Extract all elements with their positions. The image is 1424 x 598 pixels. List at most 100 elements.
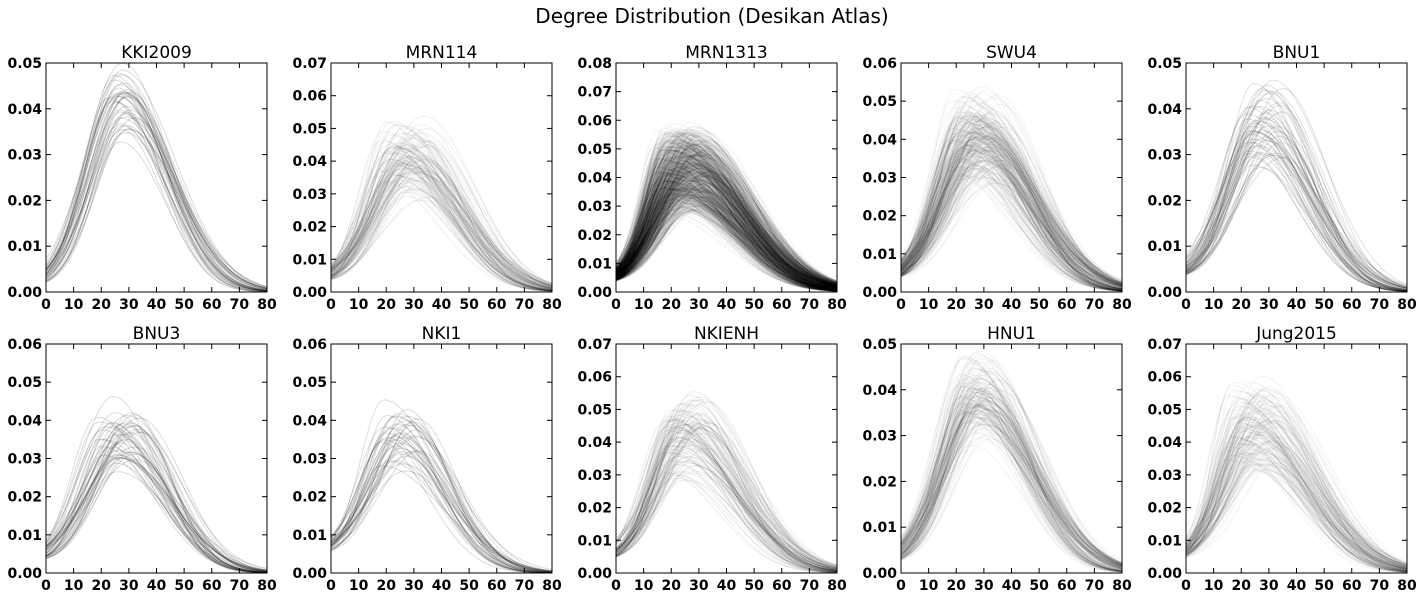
series-line xyxy=(616,213,837,292)
series-line xyxy=(331,195,552,292)
series-line xyxy=(616,196,837,288)
series-line xyxy=(616,148,837,292)
series-line xyxy=(331,157,552,288)
series-line xyxy=(616,147,837,285)
x-tick-label: 10 xyxy=(1204,297,1224,313)
series-line xyxy=(616,132,837,287)
x-tick-label: 50 xyxy=(744,578,764,594)
series-line xyxy=(901,176,1122,292)
series-line xyxy=(616,180,837,289)
series-line xyxy=(616,149,837,286)
series-line xyxy=(616,187,837,286)
series-line xyxy=(616,165,837,289)
series-line xyxy=(331,145,552,290)
series-line xyxy=(616,203,837,291)
series-line xyxy=(616,139,837,288)
series-line xyxy=(616,171,837,292)
series-line xyxy=(616,194,837,289)
series-line xyxy=(616,155,837,289)
series-line xyxy=(46,123,267,292)
series-line xyxy=(616,143,837,289)
series-line xyxy=(616,162,837,287)
series-line xyxy=(616,198,837,292)
series-line xyxy=(616,168,837,287)
series-line xyxy=(616,179,837,285)
series-line xyxy=(616,166,837,287)
series-line xyxy=(616,158,837,286)
subplot-5: BNU1 0 10 20 30 40 50 60 70 80 0.00 0.01 0.02 0.03 0.0… xyxy=(1147,43,1417,313)
series-line xyxy=(616,150,837,285)
y-tick-label: 0.04 xyxy=(1147,102,1182,118)
series-line xyxy=(616,193,837,291)
series-line xyxy=(331,172,552,291)
series-line xyxy=(616,170,837,291)
series-line xyxy=(616,154,837,283)
series-line xyxy=(616,140,837,290)
series-line xyxy=(616,147,837,286)
series-line xyxy=(616,146,837,283)
series-line xyxy=(616,179,837,289)
series-line xyxy=(616,136,837,289)
series-line xyxy=(616,171,837,292)
series-line xyxy=(616,131,837,291)
series-line xyxy=(616,148,837,286)
series-line xyxy=(616,149,837,283)
series-line xyxy=(616,199,837,288)
x-tick-label: 20 xyxy=(92,578,112,594)
x-tick-label: 0 xyxy=(896,297,906,313)
series-line xyxy=(616,206,837,287)
series-line xyxy=(331,125,552,287)
series-line xyxy=(331,174,552,292)
series-line xyxy=(616,200,837,292)
y-tick-label: 0.01 xyxy=(292,528,327,544)
series-line xyxy=(616,186,837,287)
series-line xyxy=(616,157,837,287)
series-line xyxy=(616,188,837,286)
series-line xyxy=(616,163,837,284)
series-line xyxy=(616,167,837,291)
series-line xyxy=(616,135,837,291)
series-line xyxy=(616,202,837,286)
series-line xyxy=(616,183,837,288)
series-line xyxy=(616,166,837,290)
series-line xyxy=(616,146,837,287)
series-line xyxy=(616,157,837,288)
x-tick-label: 50 xyxy=(459,297,479,313)
series-line xyxy=(616,190,837,288)
series-line xyxy=(616,154,837,292)
series-line xyxy=(616,139,837,291)
x-tick-label: 80 xyxy=(827,297,847,313)
series-line xyxy=(616,167,837,289)
series-line xyxy=(616,192,837,288)
series-line xyxy=(331,158,552,291)
series-line xyxy=(616,197,837,290)
y-tick-label: 0.04 xyxy=(292,413,327,429)
series-line xyxy=(901,123,1122,284)
x-tick-label: 0 xyxy=(1181,578,1191,594)
series-line xyxy=(616,152,837,284)
series-line xyxy=(616,156,837,283)
series-line xyxy=(331,161,552,289)
series-line xyxy=(616,142,837,290)
series-line xyxy=(616,200,837,286)
series-line xyxy=(616,195,837,289)
series-line xyxy=(616,145,837,291)
series-line xyxy=(616,155,837,291)
series-line xyxy=(616,146,837,289)
series-line xyxy=(616,194,837,287)
series-line xyxy=(901,114,1122,287)
y-tick-label: 0.00 xyxy=(862,285,897,301)
x-tick-label: 10 xyxy=(634,297,654,313)
series-line xyxy=(616,134,837,291)
series-line xyxy=(616,185,837,292)
series-line xyxy=(616,142,837,289)
series-line xyxy=(616,208,837,288)
series-line xyxy=(331,181,552,292)
series-line xyxy=(616,152,837,290)
series-line xyxy=(616,179,837,287)
series-line xyxy=(616,211,837,291)
x-tick-label: 70 xyxy=(1370,578,1390,594)
series-line xyxy=(616,165,837,287)
y-tick-label: 0.03 xyxy=(292,187,327,203)
series-line xyxy=(616,155,837,291)
